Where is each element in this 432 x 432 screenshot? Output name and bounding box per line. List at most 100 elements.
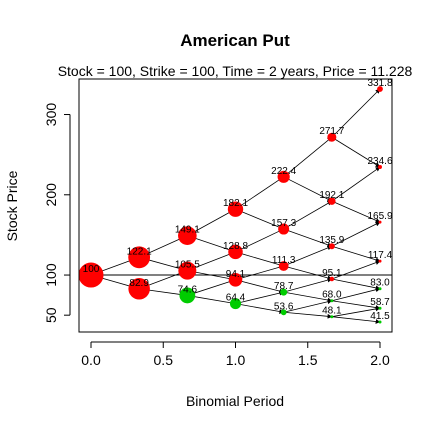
node-price-label: 234.6 — [367, 156, 392, 167]
node-price-label: 95.1 — [322, 268, 342, 279]
y-tick-label: 200 — [43, 183, 59, 207]
tree-edge — [235, 264, 285, 281]
node-continue — [229, 298, 242, 310]
node-price-label: 111.3 — [272, 255, 296, 266]
tree-edge — [187, 278, 236, 296]
y-tick-label: 300 — [43, 103, 59, 127]
node-continue — [378, 306, 382, 310]
tree-edge — [283, 200, 333, 230]
tree-edge — [235, 208, 285, 230]
tree-edge — [331, 306, 381, 318]
node-exercise — [377, 86, 383, 92]
tree-edge — [235, 290, 285, 305]
node-price-label: 53.6 — [274, 301, 294, 312]
node-price-label: 182.1 — [223, 198, 248, 209]
x-tick-label: 2.0 — [370, 352, 390, 368]
tree-edge — [235, 279, 285, 294]
node-exercise — [328, 197, 336, 205]
node-exercise — [378, 220, 382, 224]
tree-edge — [331, 260, 381, 280]
tree-edge — [283, 311, 333, 319]
node-exercise — [329, 276, 335, 282]
node-continue — [378, 320, 382, 324]
node-labels: 100 122.1 82.9 149.1 105.5 74.6 182.1 128.8 94.1… — [83, 78, 393, 322]
axes: 0.0 0.5 1.0 1.5 2.0 50 100 200 300 — [43, 103, 390, 368]
tree-edge — [283, 291, 333, 303]
node-price-label: 83.0 — [370, 278, 390, 289]
node-exercise — [378, 165, 382, 170]
chart-title: American Put — [180, 31, 290, 50]
node-price-label: 94.1 — [226, 269, 246, 280]
tree-edge — [283, 228, 333, 248]
node-exercise — [277, 170, 290, 183]
node-exercise — [128, 278, 150, 300]
node-price-label: 82.9 — [129, 278, 149, 289]
x-axis-label: Binomial Period — [186, 393, 284, 409]
tree-edge — [331, 221, 381, 247]
x-tick-label: 1.0 — [226, 352, 246, 368]
tree-edge — [283, 277, 333, 293]
node-price-label: 192.1 — [319, 190, 344, 201]
node-exercise — [228, 244, 243, 260]
x-tick-label: 1.5 — [298, 352, 318, 368]
tree-edge — [331, 245, 381, 263]
tree-edge — [187, 295, 236, 306]
tree-edge — [331, 278, 381, 291]
y-tick-label: 50 — [43, 307, 59, 323]
node-price-label: 48.1 — [322, 306, 342, 317]
node-price-label: 74.6 — [178, 284, 198, 295]
node-continue — [378, 287, 382, 291]
tree-edge — [235, 251, 285, 268]
tree-edge — [331, 166, 381, 202]
node-exercise — [178, 226, 197, 245]
tree-edge — [235, 176, 285, 210]
node-continue — [179, 287, 196, 304]
tree-edge — [235, 303, 285, 314]
x-tick-label: 0.5 — [154, 352, 174, 368]
tree-edge — [235, 228, 285, 253]
tree-edge — [283, 245, 333, 267]
node-price-label: 78.7 — [274, 281, 294, 292]
node-price-label: 105.5 — [175, 260, 200, 271]
node-exercise — [278, 261, 289, 271]
chart-subtitle: Stock = 100, Strike = 100, Time = 2 year… — [58, 63, 413, 79]
tree-edge — [331, 200, 381, 223]
y-tick-label: 100 — [43, 263, 59, 287]
node-exercise — [378, 259, 382, 263]
node-price-label: 271.7 — [319, 126, 344, 137]
node-continue — [280, 309, 287, 316]
node-continue — [280, 288, 288, 296]
node-price-label: 100 — [83, 264, 100, 275]
tree-edge — [331, 287, 381, 302]
node-continue — [330, 315, 334, 319]
node-price-label: 157.3 — [271, 218, 296, 229]
node-price-label: 117.4 — [368, 250, 393, 261]
plot-area: 100 122.1 82.9 149.1 105.5 74.6 182.1 128.8 94.1… — [79, 78, 393, 324]
tree-edge — [331, 300, 381, 310]
tree-nodes — [79, 86, 383, 324]
tree-edge — [331, 88, 381, 138]
node-exercise — [327, 132, 337, 142]
node-price-label: 58.7 — [370, 297, 390, 308]
node-exercise — [278, 223, 290, 235]
node-exercise — [79, 262, 104, 288]
node-continue — [330, 299, 334, 303]
node-price-label: 331.8 — [367, 78, 392, 89]
tree-edge — [331, 136, 381, 168]
node-price-label: 165.9 — [367, 211, 392, 222]
node-price-label: 222.4 — [271, 166, 296, 177]
node-price-label: 64.4 — [226, 293, 246, 304]
node-exercise — [178, 261, 197, 280]
tree-edges — [90, 88, 381, 324]
node-exercise — [228, 272, 243, 287]
node-price-label: 122.1 — [127, 246, 152, 257]
tree-edge — [283, 136, 333, 178]
y-axis-label: Stock Price — [4, 170, 20, 241]
node-exercise — [128, 246, 151, 269]
node-exercise — [227, 201, 244, 217]
node-price-label: 149.1 — [175, 225, 200, 236]
plot-frame — [78, 78, 393, 333]
node-price-label: 68.0 — [322, 290, 342, 301]
